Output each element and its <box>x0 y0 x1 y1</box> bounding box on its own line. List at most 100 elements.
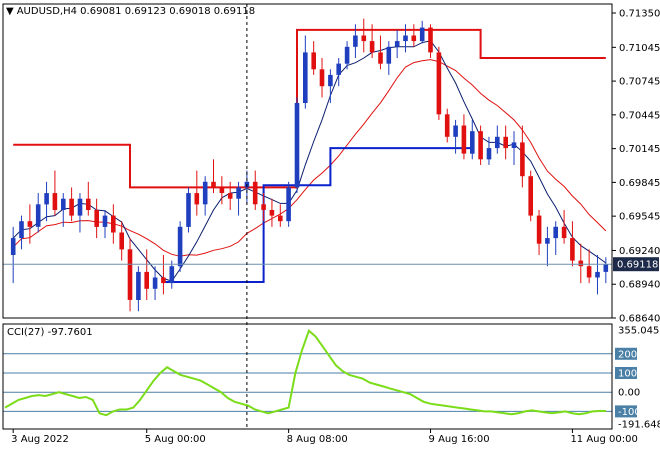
time-axis-label: 9 Aug 16:00 <box>429 434 490 445</box>
upper-stop-level-line <box>13 28 606 189</box>
candle-body <box>102 215 108 227</box>
candle-body <box>236 187 241 199</box>
price-axis-label: 0.68940 <box>619 280 660 291</box>
candle-body <box>586 266 592 278</box>
cci-axis-label: -100 <box>618 407 641 418</box>
candle-body <box>152 277 158 289</box>
candle-body <box>361 35 367 42</box>
axes: 0.71350 0.71045 0.70745 0.70445 0.70145 0.698… <box>2 3 660 445</box>
candle-body <box>311 52 316 70</box>
candle-body <box>44 193 49 205</box>
candle-body <box>186 193 191 227</box>
candle-body <box>470 131 475 154</box>
candle-body <box>19 221 24 239</box>
candle-body <box>603 264 609 272</box>
candle-body <box>478 131 483 160</box>
candle-body <box>94 210 99 227</box>
candle-body <box>553 226 558 239</box>
cci-title: CCI(27) -97.7601 <box>7 327 93 338</box>
price-axis-label: 0.70145 <box>619 144 660 155</box>
price-panel-frame <box>2 3 613 319</box>
candle-body <box>570 238 575 261</box>
cci-level-badge <box>615 366 637 379</box>
symbol-ohlc-readout: AUDUSD,H4 0.69081 0.69123 0.69018 0.6911… <box>17 6 255 17</box>
candle-body <box>278 215 283 222</box>
candle-body <box>536 215 542 244</box>
candle-body <box>495 136 500 149</box>
price-axis-label: 0.71045 <box>619 43 660 54</box>
price-axis-label: 0.69545 <box>619 212 660 223</box>
candle-body <box>119 232 124 250</box>
time-axis-label: 8 Aug 08:00 <box>287 434 348 445</box>
candle-body <box>403 35 408 42</box>
candle-body <box>578 260 584 267</box>
candle-body <box>520 142 525 177</box>
cci-axis-label: 0.00 <box>618 388 640 399</box>
cci-panel-frame <box>2 323 613 430</box>
current-price-label: 0.69118 <box>617 260 658 271</box>
candle-body <box>27 221 33 227</box>
candle-body <box>461 125 467 154</box>
candle-body <box>227 193 233 199</box>
candle-body <box>269 210 275 216</box>
candle-body <box>10 238 16 255</box>
candle-body <box>353 35 358 47</box>
candle-body <box>369 41 375 53</box>
candle-body <box>436 52 442 115</box>
cci-axis-label: 100 <box>618 368 637 379</box>
candle-body <box>303 52 308 103</box>
candle-body <box>328 74 333 87</box>
candle-body <box>169 266 175 284</box>
candle-body <box>319 69 325 87</box>
time-axis-label: 5 Aug 00:00 <box>145 434 206 445</box>
price-axis-label: 0.69845 <box>619 178 660 189</box>
candle-body <box>161 277 166 284</box>
time-axis-label: 3 Aug 2022 <box>11 434 69 445</box>
candle-body <box>52 193 58 210</box>
candle-body <box>561 226 567 239</box>
candle-body <box>144 271 149 289</box>
candle-body <box>252 181 258 205</box>
candle-body <box>595 271 600 278</box>
candle-body <box>378 52 383 64</box>
cci-level-badge <box>615 347 637 360</box>
candle-body <box>344 46 350 64</box>
candle-body <box>419 27 425 42</box>
price-axis-label: 0.69240 <box>619 246 660 257</box>
candle-body <box>136 271 141 300</box>
lower-stop-level-line <box>163 147 473 283</box>
chart-header: ▼ AUDUSD,H4 0.69081 0.69123 0.69018 0.691… <box>6 6 255 17</box>
candle-body <box>294 103 300 188</box>
candle-body <box>261 204 266 210</box>
candle-body <box>86 198 91 210</box>
candle-body <box>386 46 392 64</box>
price-panel <box>3 18 612 312</box>
cci-level-badge <box>615 405 637 418</box>
price-axis-label: 0.70745 <box>619 77 660 88</box>
candle-body <box>202 181 208 205</box>
cci-line <box>4 328 606 417</box>
current-price-badge <box>613 257 659 272</box>
price-axis-label: 0.71350 <box>619 9 660 20</box>
candle-body <box>545 238 550 244</box>
candle-body <box>428 27 433 53</box>
candle-body <box>453 125 458 137</box>
candle-body <box>336 63 341 75</box>
cci-panel: CCI(27) -97.7601 <box>3 327 612 417</box>
price-axis-label: 0.70445 <box>619 110 660 121</box>
candle-body <box>486 148 492 160</box>
candle-body <box>61 198 66 210</box>
candle-body <box>77 198 83 216</box>
candle-body <box>35 204 41 227</box>
candle-body <box>528 176 533 216</box>
candle-body <box>111 215 116 233</box>
collapse-arrow-icon[interactable]: ▼ <box>6 6 14 17</box>
time-axis-label: 11 Aug 00:00 <box>570 434 637 445</box>
candle-body <box>177 226 183 267</box>
candle-body <box>211 181 216 188</box>
candle-body <box>69 198 74 216</box>
candle-body <box>219 187 225 193</box>
candle-body <box>286 187 291 222</box>
